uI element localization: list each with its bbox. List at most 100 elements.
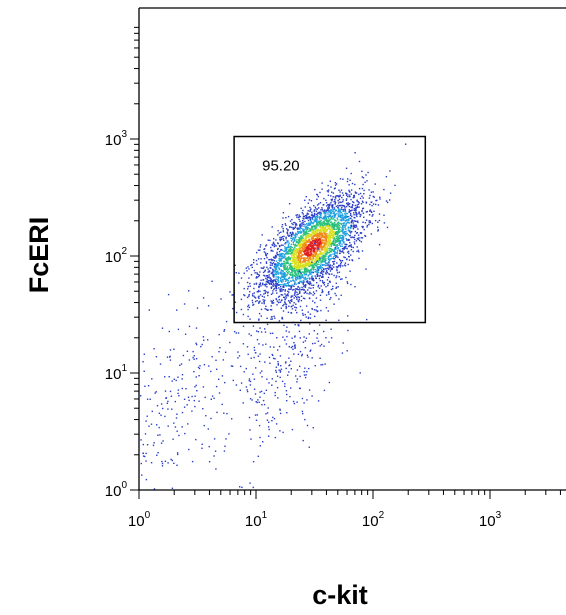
event-dot	[311, 268, 313, 271]
event-dot	[326, 234, 329, 236]
event-dot	[286, 335, 288, 338]
gate-rectangle[interactable]	[233, 135, 427, 324]
event-dot	[278, 345, 281, 348]
event-dot	[326, 229, 329, 232]
event-dot	[326, 262, 329, 264]
event-dot	[298, 289, 301, 291]
event-dot	[298, 265, 300, 267]
event-dot	[360, 232, 363, 234]
event-dot	[303, 258, 306, 260]
event-dot	[321, 217, 323, 220]
event-dot	[284, 301, 286, 303]
event-dot	[304, 267, 307, 270]
event-dot	[295, 268, 297, 271]
event-dot	[253, 295, 255, 297]
event-dot	[286, 412, 288, 414]
event-dot	[337, 215, 340, 218]
event-dot	[313, 252, 316, 254]
event-dot	[314, 260, 316, 263]
event-dot	[276, 284, 278, 286]
event-dot	[306, 224, 308, 226]
event-dot	[295, 288, 297, 290]
event-dot	[306, 257, 308, 259]
event-dot	[352, 222, 354, 224]
event-dot	[322, 210, 324, 212]
event-dot	[358, 257, 360, 260]
event-dot	[310, 252, 312, 255]
event-dot	[285, 361, 287, 363]
event-dot	[289, 250, 291, 252]
event-dot	[177, 376, 179, 378]
event-dot	[291, 231, 294, 234]
event-dot	[284, 290, 286, 292]
event-dot	[334, 240, 336, 242]
event-dot	[225, 438, 227, 440]
event-dot	[270, 283, 272, 285]
event-dot	[281, 294, 284, 296]
event-dot	[297, 241, 300, 243]
event-dot	[322, 235, 324, 237]
event-dot	[257, 455, 259, 457]
event-dot	[329, 266, 332, 269]
event-dot	[320, 209, 322, 211]
event-dot	[278, 299, 280, 301]
event-dot	[313, 210, 315, 212]
event-dot	[305, 242, 307, 245]
event-dot	[283, 257, 285, 259]
event-dot	[301, 240, 303, 242]
event-dot	[313, 263, 316, 266]
event-dot	[346, 350, 348, 352]
event-dot	[193, 358, 195, 360]
event-dot	[296, 401, 298, 403]
event-dot	[242, 343, 245, 345]
event-dot	[308, 271, 311, 273]
event-dot	[270, 293, 273, 295]
event-dot	[361, 237, 364, 239]
event-dot	[192, 356, 194, 359]
event-dot	[342, 252, 345, 254]
event-dot	[316, 272, 319, 274]
event-dot	[296, 369, 299, 371]
event-dot	[291, 246, 293, 249]
event-dot	[330, 244, 333, 246]
event-dot	[142, 361, 144, 363]
event-dot	[304, 270, 306, 272]
event-dot	[300, 242, 302, 244]
event-dot	[287, 269, 289, 271]
event-dot	[280, 299, 283, 302]
event-dot	[145, 452, 147, 455]
event-dot	[307, 240, 309, 242]
event-dot	[318, 258, 320, 260]
event-dot	[256, 300, 258, 302]
event-dot	[352, 220, 354, 222]
event-dot	[258, 302, 260, 304]
event-dot	[308, 235, 310, 237]
event-dot	[301, 222, 303, 224]
event-dot	[337, 204, 339, 207]
event-dot	[279, 238, 281, 241]
event-dot	[341, 278, 343, 280]
event-dot	[322, 255, 324, 257]
event-dot	[248, 277, 250, 279]
gate-layer: 95.20	[233, 135, 427, 324]
event-dot	[250, 334, 252, 337]
event-dot	[336, 250, 339, 252]
event-dot	[334, 247, 336, 249]
event-dot	[293, 285, 295, 287]
event-dot	[350, 217, 352, 219]
event-dot	[251, 293, 254, 295]
event-dot	[307, 247, 310, 250]
event-dot	[270, 258, 272, 260]
event-dot	[295, 232, 297, 234]
event-dot	[331, 212, 333, 215]
event-dot	[317, 229, 319, 231]
event-dot	[343, 233, 345, 235]
event-dot	[178, 434, 180, 437]
event-dot	[272, 302, 275, 304]
event-dot	[357, 201, 359, 203]
event-dot	[323, 250, 326, 252]
event-dot	[328, 261, 330, 263]
event-dot	[307, 224, 310, 226]
event-dot	[259, 372, 262, 374]
event-dot	[342, 265, 344, 267]
